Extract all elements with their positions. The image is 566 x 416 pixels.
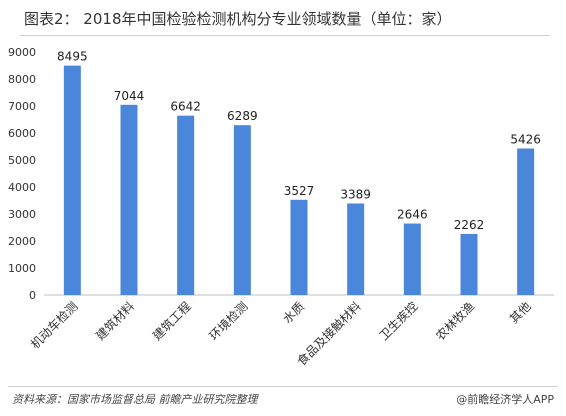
y-tick-label: 1000 [8, 262, 36, 275]
bar [177, 115, 195, 295]
category-label: 卫生疾控 [376, 299, 421, 344]
bar [460, 233, 478, 295]
y-axis: 0 1000 2000 3000 4000 5000 6000 7000 8000 9000 [8, 46, 36, 302]
brand-credit: @前瞻经济学人APP [456, 393, 554, 406]
y-tick-label: 8000 [8, 73, 36, 86]
bar [290, 199, 308, 295]
y-tick-label: 6000 [8, 127, 36, 140]
bar [517, 148, 535, 295]
bar [403, 223, 421, 295]
source-note: 资料来源：国家市场监督总局 前瞻产业研究院整理 [12, 393, 258, 406]
data-label: 2262 [454, 218, 485, 232]
data-label: 7044 [114, 89, 145, 103]
category-label: 环境检测 [206, 299, 251, 344]
y-tick-label: 2000 [8, 235, 36, 248]
y-tick-label: 4000 [8, 181, 36, 194]
bar [63, 65, 81, 295]
bar-chart: 0 1000 2000 3000 4000 5000 6000 7000 8000 9000 84… [8, 46, 554, 369]
bar [120, 104, 138, 295]
y-tick-label: 3000 [8, 208, 36, 221]
category-label: 水质 [280, 299, 307, 326]
data-label: 6289 [227, 109, 258, 123]
data-label: 8495 [57, 50, 88, 64]
data-label: 3389 [340, 187, 371, 201]
y-tick-label: 0 [29, 289, 36, 302]
title-divider [20, 35, 550, 36]
data-labels: 8495 7044 6642 6289 3527 3389 2646 2262 5426 [57, 50, 541, 232]
bars [63, 65, 535, 296]
category-label: 农林牧渔 [433, 299, 477, 343]
y-tick-label: 7000 [8, 100, 36, 113]
category-label: 其他 [507, 299, 534, 326]
bar [347, 203, 365, 295]
data-label: 5426 [510, 132, 541, 146]
data-label: 2646 [397, 208, 428, 222]
category-label: 建筑工程 [149, 299, 194, 344]
data-label: 6642 [170, 100, 201, 114]
category-label: 机动车检测 [27, 299, 80, 352]
y-tick-label: 9000 [8, 46, 36, 59]
bar [233, 125, 251, 296]
data-label: 3527 [284, 184, 315, 198]
footer: 资料来源：国家市场监督总局 前瞻产业研究院整理 @前瞻经济学人APP [12, 391, 554, 407]
category-label: 建筑材料 [93, 299, 138, 344]
y-tick-label: 5000 [8, 154, 36, 167]
footer-divider [8, 386, 558, 387]
chart-title: 图表2： 2018年中国检验检测机构分专业领域数量（单位：家） [24, 10, 452, 28]
